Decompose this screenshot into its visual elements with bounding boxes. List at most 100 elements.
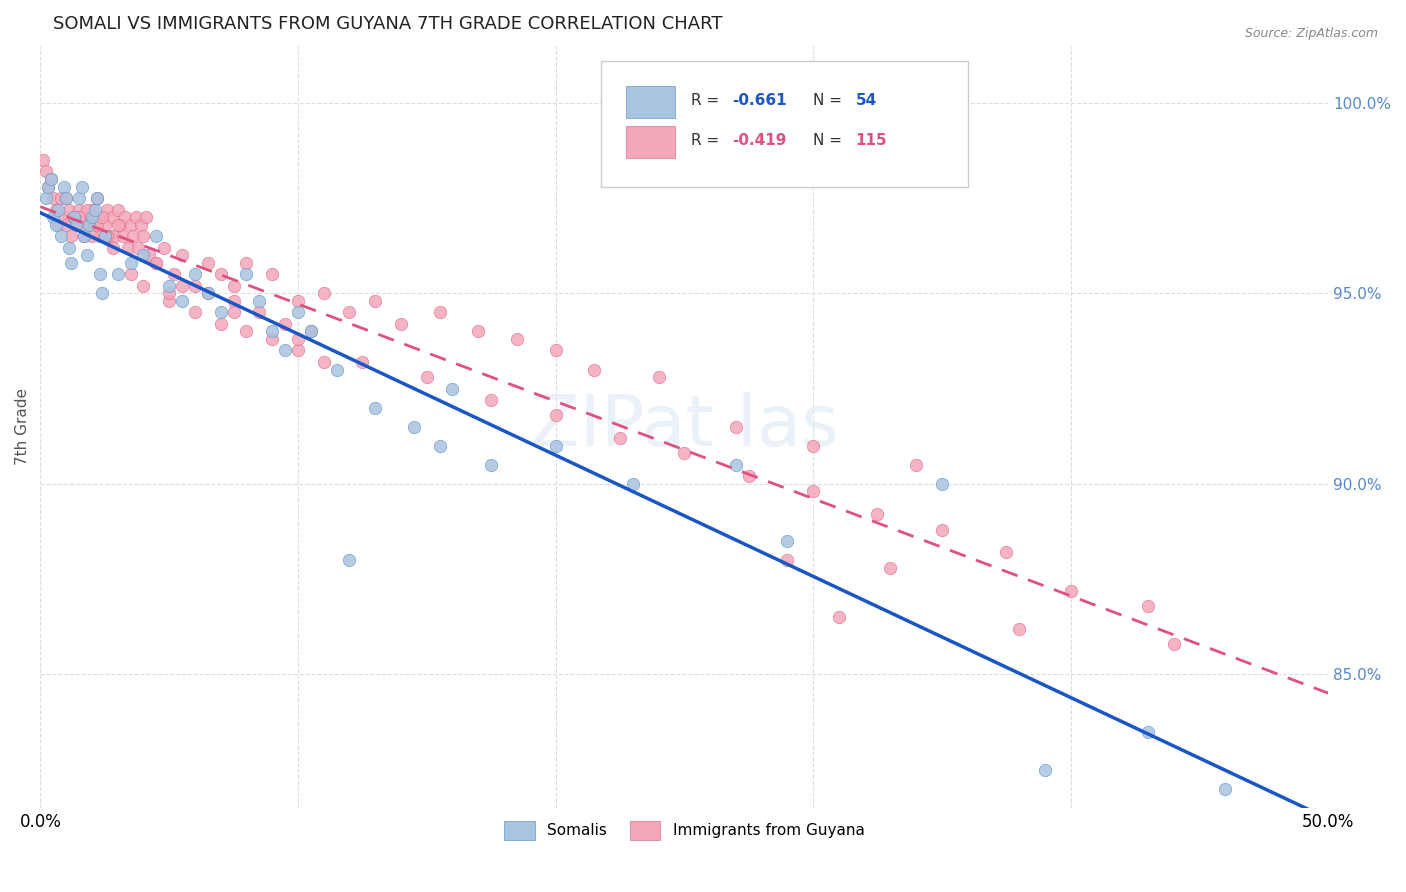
Point [49,229,72,244]
Legend: Somalis, Immigrants from Guyana: Somalis, Immigrants from Guyana [498,815,870,846]
Point [117,241,139,255]
Point [89,268,111,282]
Point [55,218,77,232]
Point [1213,781,1236,796]
Point [197,256,219,270]
Point [364,401,387,415]
Point [67,191,90,205]
Point [170,293,193,308]
Point [70,218,93,232]
Point [262,332,284,346]
Point [145,256,167,270]
Point [101,241,124,255]
Point [170,278,193,293]
Point [132,229,155,244]
Point [287,293,309,308]
Point [621,476,644,491]
Point [65,218,87,232]
Point [86,191,108,205]
Point [339,553,361,567]
Point [157,293,180,308]
FancyBboxPatch shape [626,127,675,159]
Point [32,153,55,167]
Point [34,164,56,178]
Text: R =: R = [690,93,724,108]
Point [129,218,152,232]
Point [1163,637,1185,651]
Point [299,325,322,339]
Point [65,218,87,232]
Point [89,229,111,244]
Text: -0.661: -0.661 [733,93,786,108]
Point [86,218,108,232]
Point [287,332,309,346]
Point [67,202,90,217]
Point [138,248,160,262]
Point [184,305,207,319]
Text: SOMALI VS IMMIGRANTS FROM GUYANA 7TH GRADE CORRELATION CHART: SOMALI VS IMMIGRANTS FROM GUYANA 7TH GRA… [53,15,723,33]
Point [125,210,148,224]
Point [724,458,747,472]
Point [197,286,219,301]
Point [163,268,186,282]
Point [325,362,347,376]
Point [274,343,297,358]
Point [55,191,77,205]
Point [479,392,502,407]
FancyBboxPatch shape [600,61,967,186]
Point [101,210,124,224]
Point [506,332,529,346]
Point [94,229,117,244]
Point [91,210,114,224]
Point [39,172,62,186]
Point [866,508,889,522]
Point [91,286,114,301]
Point [145,229,167,244]
Point [801,484,824,499]
Point [209,268,232,282]
Point [122,229,145,244]
Point [157,278,180,293]
Point [76,210,98,224]
Point [724,419,747,434]
Point [49,191,72,205]
Point [222,278,245,293]
Point [104,229,127,244]
Text: 115: 115 [855,134,887,148]
Text: 54: 54 [855,93,877,108]
Text: R =: R = [690,134,724,148]
Text: Source: ZipAtlas.com: Source: ZipAtlas.com [1244,27,1378,40]
Point [879,560,901,574]
Point [184,268,207,282]
Point [83,202,105,217]
Point [76,202,98,217]
Point [39,172,62,186]
Point [107,268,129,282]
Point [107,202,129,217]
Point [479,458,502,472]
Point [673,446,696,460]
Point [544,409,567,423]
Point [120,256,142,270]
Point [339,305,361,319]
Point [37,179,59,194]
Point [42,191,65,205]
Point [67,210,90,224]
Point [429,439,451,453]
Point [364,293,387,308]
Point [63,210,86,224]
Point [94,229,117,244]
Point [995,545,1018,559]
Point [287,305,309,319]
Point [776,553,799,567]
Point [79,218,101,232]
Point [86,191,108,205]
Point [776,534,799,549]
Point [737,469,759,483]
Point [91,210,114,224]
Point [262,325,284,339]
Point [111,229,134,244]
Point [45,202,67,217]
Point [209,305,232,319]
Y-axis label: 7th Grade: 7th Grade [15,388,30,466]
